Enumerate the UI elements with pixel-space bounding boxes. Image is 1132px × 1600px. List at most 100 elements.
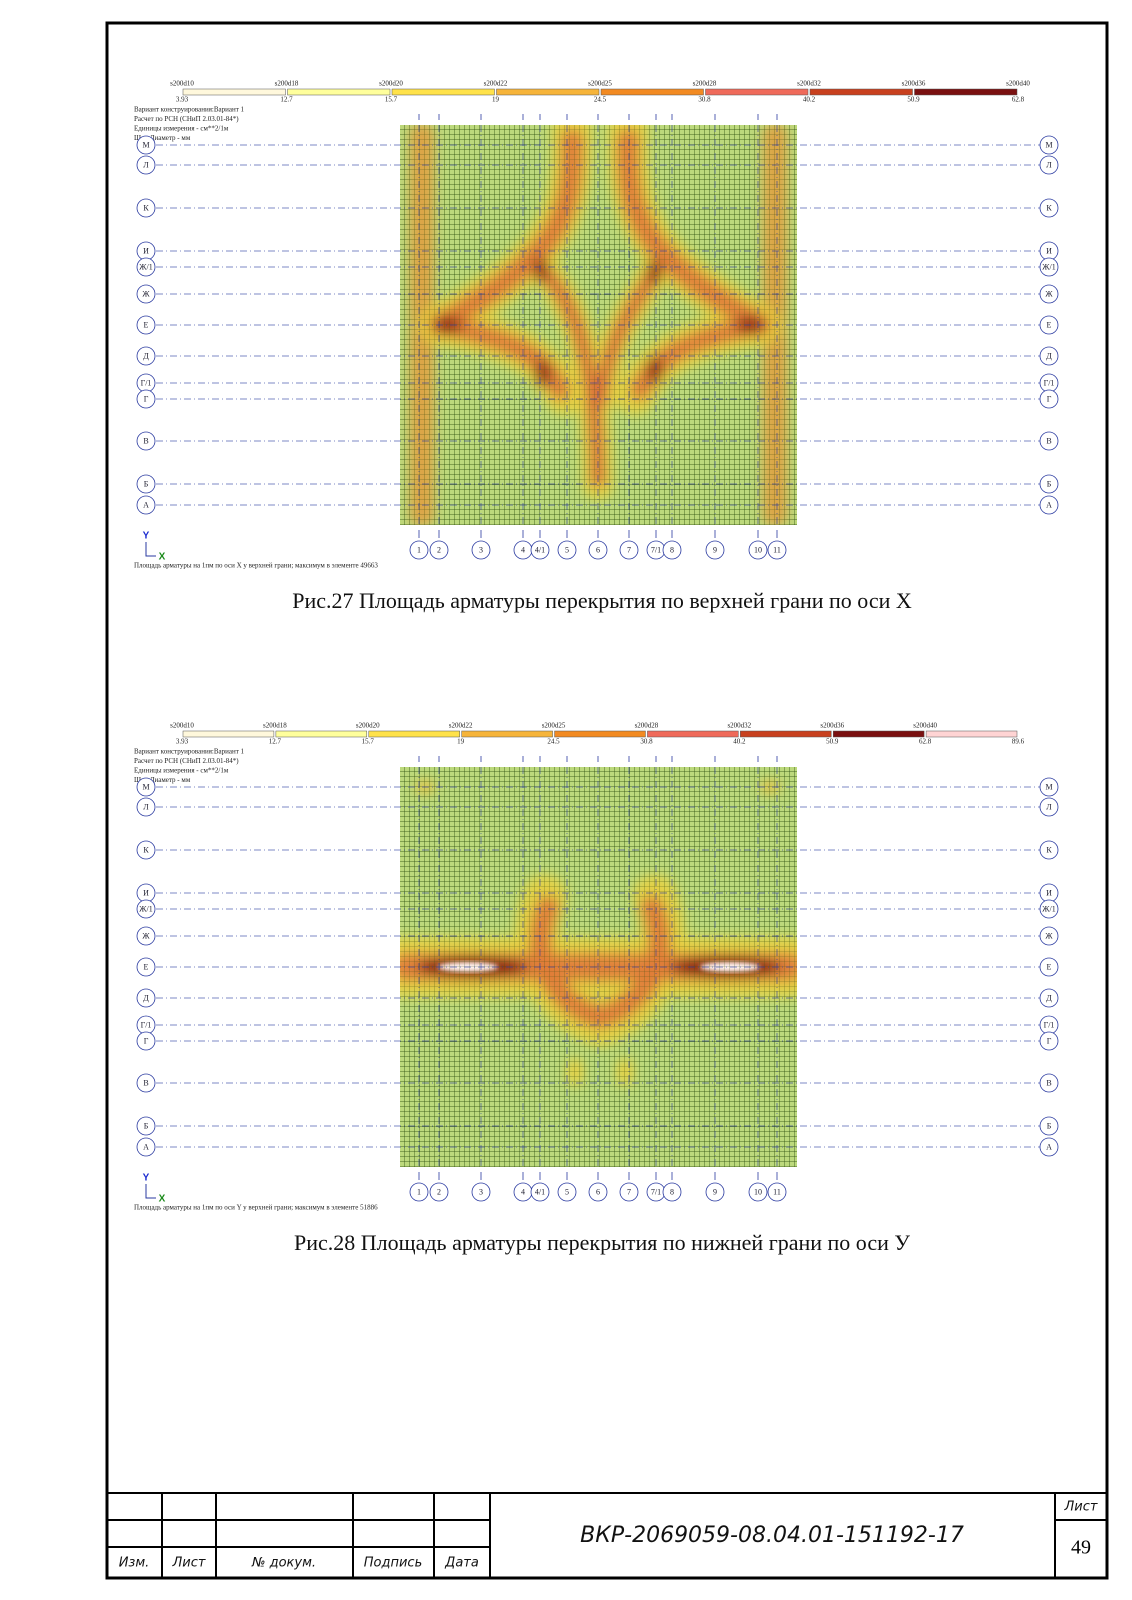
figure: s200d10 s200d18 s200d20 s200d22 s200d25 s200d…: [134, 80, 1059, 613]
column-axis-label: 11: [773, 545, 781, 554]
row-axis-label: Ж/1: [1042, 262, 1055, 271]
legend-value: 40.2: [733, 738, 746, 746]
legend-name: s200d36: [820, 722, 844, 730]
axis-bubble: [136, 135, 156, 155]
row-axis-label: Д: [143, 993, 149, 1002]
axis-bubble: [662, 1182, 682, 1202]
column-axis-label: 9: [713, 1187, 717, 1196]
row-axis-label: Б: [144, 479, 149, 488]
axis-bubble: [1039, 495, 1059, 515]
row-axis-label: Б: [1047, 1121, 1052, 1130]
column-axis-label: 4: [521, 545, 525, 554]
column-axis-label: 1: [417, 1187, 421, 1196]
row-axis-label: Ж: [1045, 289, 1053, 298]
figure-caption: Рис.27 Площадь арматуры перекрытия по ве…: [292, 588, 912, 613]
axis-bubble: [136, 474, 156, 494]
column-axis-label: 7: [627, 1187, 631, 1196]
legend-swatch: [182, 730, 275, 738]
axis-bubble: [748, 1182, 768, 1202]
row-axis-label: Г/1: [1044, 1020, 1055, 1029]
axis-bubble: [136, 284, 156, 304]
axis-bubble: [1039, 1031, 1059, 1051]
row-axis-label: Ж/1: [139, 904, 152, 913]
axis-bubble: [136, 988, 156, 1008]
figures: s200d10 s200d18 s200d20 s200d22 s200d25 s200d…: [134, 80, 1059, 1255]
row-axis-label: А: [143, 500, 149, 509]
row-axis-label: Л: [1046, 802, 1052, 811]
row-axis-label: И: [1046, 246, 1052, 255]
axis-bubble: [136, 495, 156, 515]
column-axis-label: 7: [627, 545, 631, 554]
legend-swatch: [496, 88, 600, 96]
row-axis-label: Ж/1: [1042, 904, 1055, 913]
column-axis-label: 1: [417, 545, 421, 554]
legend-value: 15.7: [362, 738, 375, 746]
legend-value: 24.5: [547, 738, 560, 746]
column-axis-label: 7/1: [651, 1187, 661, 1196]
axis-y-label: Y: [143, 531, 150, 542]
row-axis-label: Л: [143, 802, 149, 811]
row-axis-label: И: [143, 888, 149, 897]
row-axis-label: Д: [1046, 351, 1052, 360]
axis-bubble: [136, 198, 156, 218]
row-axis-label: К: [1046, 203, 1052, 212]
axis-bubble: [136, 957, 156, 977]
axis-bubble: [136, 899, 156, 919]
info-line: Шаг, Диаметр - мм: [134, 776, 191, 784]
page-frame: [105, 21, 1109, 1580]
axis-bubble: [1039, 155, 1059, 175]
axis-bubble: [530, 1182, 550, 1202]
legend-name: s200d28: [693, 80, 717, 88]
axis-bubble: [1039, 198, 1059, 218]
row-axis-label: Г/1: [1044, 378, 1055, 387]
info-line: Вариант конструирования:Вариант 1: [134, 748, 245, 756]
legend-value: 40.2: [803, 96, 816, 104]
row-axis-label: Г: [144, 1036, 149, 1045]
header: Лист: [172, 1556, 206, 1571]
info-line: Единицы измерения - см**2/1м: [134, 767, 229, 775]
axis-bubble: [136, 1031, 156, 1051]
row-axis-label: В: [143, 436, 148, 445]
legend-name: s200d32: [797, 80, 821, 88]
axis-bubble: [1039, 431, 1059, 451]
axes-glyph: [145, 542, 156, 557]
axis-bubble: [1039, 1137, 1059, 1157]
info-line: Вариант конструирования:Вариант 1: [134, 106, 245, 114]
row-axis-label: Б: [144, 1121, 149, 1130]
axis-bubble: [1039, 1116, 1059, 1136]
legend-name: s200d36: [902, 80, 926, 88]
legend-value: 62.8: [919, 738, 932, 746]
axis-bubble: [1039, 284, 1059, 304]
legend-value: 89.6: [1012, 738, 1025, 746]
legend-value: 3.93: [176, 738, 189, 746]
legend-swatch: [600, 88, 704, 96]
legend-name: s200d40: [1006, 80, 1030, 88]
legend-value: 3.93: [176, 96, 189, 104]
legend-value: 12.7: [269, 738, 282, 746]
legend-value: 15.7: [385, 96, 398, 104]
axis-bubble: [136, 431, 156, 451]
axis-bubble: [748, 540, 768, 560]
legend-swatch: [914, 88, 1018, 96]
axis-bubble: [530, 540, 550, 560]
row-axis-label: Б: [1047, 479, 1052, 488]
axis-bubble: [1039, 840, 1059, 860]
column-axis-label: 7/1: [651, 545, 661, 554]
row-axis-label: Л: [143, 160, 149, 169]
legend-name: s200d22: [449, 722, 473, 730]
axis-bubble: [1039, 777, 1059, 797]
axis-bubble: [619, 1182, 639, 1202]
row-axis-label: Ж/1: [139, 262, 152, 271]
legend-swatch: [740, 730, 832, 738]
axis-bubble: [136, 777, 156, 797]
row-axis-label: В: [1046, 1078, 1051, 1087]
figure-note: Площадь арматуры на 1пм по оси Y у верхн…: [134, 1204, 378, 1212]
column-axis-label: 4: [521, 1187, 525, 1196]
axis-bubble: [1039, 135, 1059, 155]
row-axis-label: А: [1046, 500, 1052, 509]
axis-bubble: [429, 540, 449, 560]
axes-glyph: [145, 1184, 156, 1199]
info-line: Единицы измерения - см**2/1м: [134, 125, 229, 133]
axis-bubble: [1039, 988, 1059, 1008]
legend-name: s200d18: [275, 80, 299, 88]
